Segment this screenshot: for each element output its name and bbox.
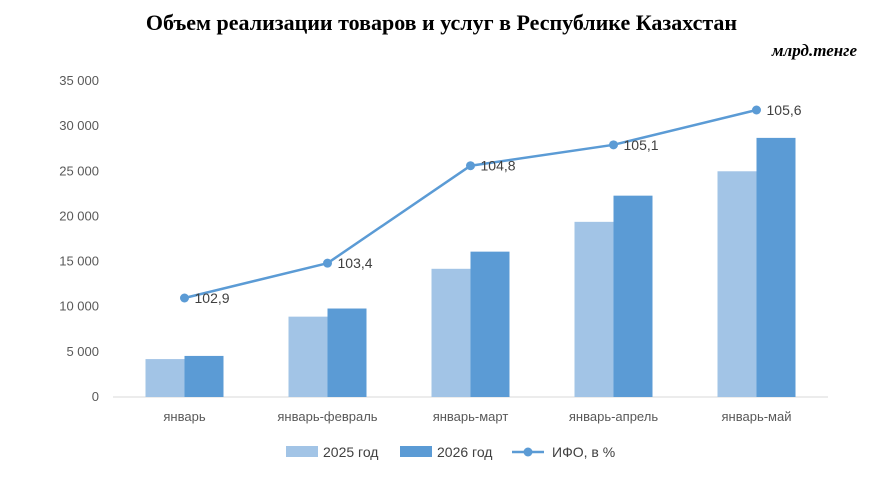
legend-2026-label: 2026 год [437,444,492,460]
bar-2026 [327,308,367,397]
legend-2025-swatch [286,446,318,457]
legend-2025-label: 2025 год [323,444,378,460]
bar-2026 [184,355,224,397]
x-tick-label: январь [163,409,205,424]
unit-label: млрд.тенге [771,41,857,60]
bar-2025 [574,221,614,397]
ifo-point [180,293,189,303]
bar-2025 [717,171,757,397]
y-tick-label: 35 000 [59,73,99,88]
x-tick-label: январь-май [722,409,792,424]
bar-2026 [613,195,653,397]
legend-ifo-label: ИФО, в % [552,444,615,460]
bar-2025 [145,359,185,397]
ifo-data-label: 102,9 [195,290,230,306]
ifo-point [323,258,332,268]
ifo-point [466,161,475,171]
y-tick-label: 15 000 [59,254,99,269]
chart-title: Объем реализации товаров и услуг в Респу… [145,10,738,35]
y-tick-label: 10 000 [59,299,99,314]
y-tick-label: 20 000 [59,208,99,223]
ifo-data-label: 105,1 [624,137,659,153]
y-tick-label: 25 000 [59,163,99,178]
ifo-data-label: 105,6 [767,102,802,118]
x-tick-label: январь-апрель [569,409,658,424]
ifo-data-label: 103,4 [338,255,373,271]
y-tick-label: 30 000 [59,118,99,133]
bar-2026 [756,137,796,397]
legend-2026-swatch [400,446,432,457]
ifo-point [609,140,618,150]
bar-2025 [431,268,471,397]
bar-2025 [288,316,328,397]
bar-2026 [470,251,510,397]
ifo-data-label: 104,8 [481,158,516,174]
x-tick-label: январь-февраль [277,409,377,424]
ifo-point [752,105,761,115]
x-tick-label: январь-март [433,409,509,424]
legend-ifo-marker [523,447,533,457]
y-tick-label: 5 000 [66,344,99,359]
y-tick-label: 0 [92,389,99,404]
